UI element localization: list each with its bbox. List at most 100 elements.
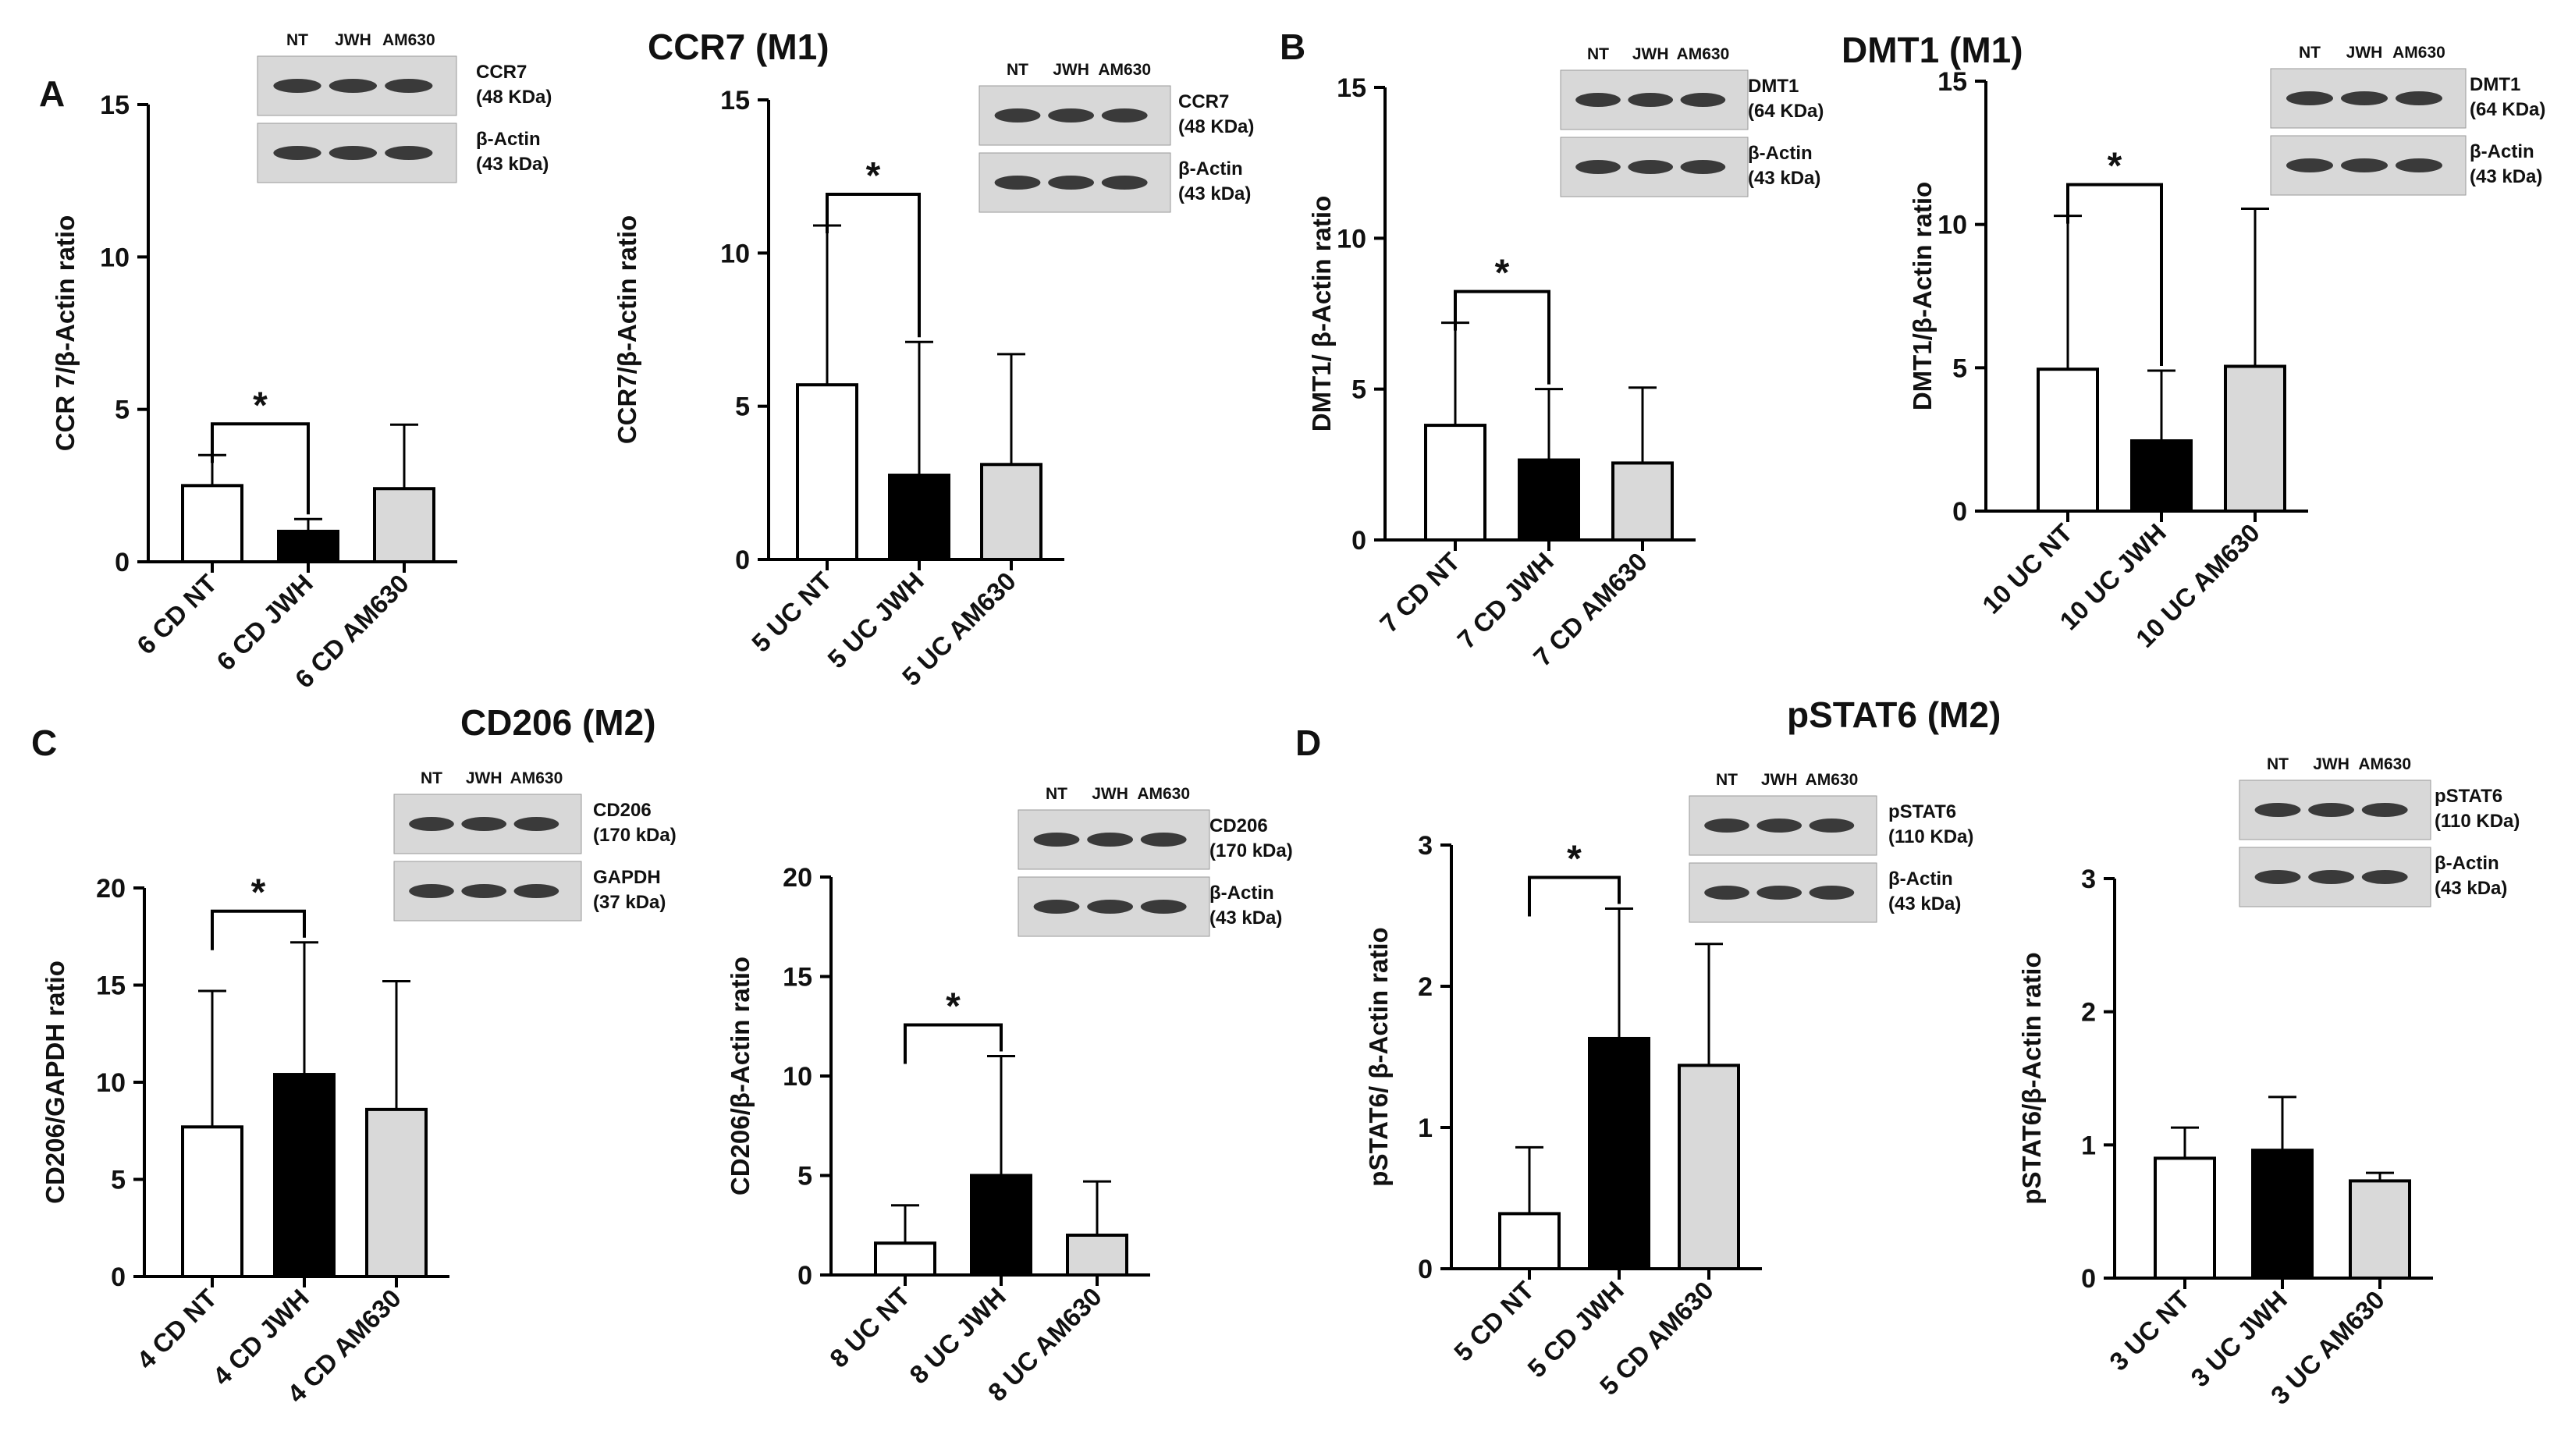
y-axis-label: pSTAT6/β-Actin ratio: [2017, 952, 2046, 1204]
blot-band: [329, 79, 377, 93]
blot-band-size: (37 kDa): [593, 892, 666, 913]
western-blot: NT JWH AM630 DMT1 (64 KDa) β-Actin (43 kDa): [1560, 45, 1824, 197]
blot-band: [461, 817, 506, 831]
blot-lane-label: AM630: [1098, 61, 1151, 79]
blot-band: [2254, 870, 2301, 884]
blot-lane-label: JWH: [2313, 755, 2349, 773]
y-tick-label: 5: [111, 1166, 126, 1195]
blot-band: [385, 146, 433, 160]
panel-title-dmt1: DMT1 (M1): [1842, 30, 2023, 70]
blot-band: [2396, 158, 2442, 172]
blot-lane-label: JWH: [1053, 61, 1089, 79]
blot-band: [409, 884, 454, 898]
y-tick-label: 20: [96, 874, 126, 904]
blot-lane-label: JWH: [1632, 45, 1669, 63]
panel-letter-a: A: [39, 73, 65, 114]
panel-title-cd206: CD206 (M2): [460, 702, 656, 743]
blot-band-size: (43 kDa): [476, 154, 549, 175]
blot-band: [2396, 91, 2442, 105]
western-blot: NT JWH AM630 DMT1 (64 KDa) β-Actin (43 kDa): [2270, 44, 2545, 196]
bar-am630: [2224, 364, 2286, 513]
blot-band-name: β-Actin: [1209, 882, 1274, 904]
blot-band-name: CCR7: [476, 62, 527, 83]
bar-jwh: [2251, 1149, 2314, 1280]
blot-lane-label: NT: [2299, 44, 2321, 62]
blot-band-name: β-Actin: [1178, 158, 1243, 179]
blot-band: [273, 79, 321, 93]
y-tick-label: 10: [783, 1062, 812, 1092]
blot-lane-label: NT: [1046, 785, 1067, 803]
y-tick-label: 1: [1418, 1113, 1433, 1143]
y-axis-label: CD206/β-Actin ratio: [726, 957, 755, 1195]
y-tick-label: 3: [2081, 865, 2096, 894]
blot-band: [1048, 176, 1094, 190]
y-tick-label: 0: [735, 545, 750, 575]
category-label: 10 UC NT: [1977, 518, 2078, 620]
bar-nt: [796, 383, 858, 561]
category-label: 6 CD NT: [131, 569, 222, 660]
y-tick-label: 15: [1937, 67, 1967, 97]
category-label: 3 UC JWH: [2185, 1285, 2293, 1393]
y-tick-label: 10: [96, 1068, 126, 1098]
significance-star: *: [1567, 838, 1582, 879]
blot-lane-label: NT: [1007, 61, 1028, 79]
blot-lane-label: NT: [1587, 45, 1609, 63]
y-axis-label: CCR7/β-Actin ratio: [613, 215, 641, 444]
blot-band: [385, 79, 433, 93]
y-tick-label: 10: [1937, 211, 1967, 240]
category-label: 3 UC NT: [2104, 1285, 2195, 1376]
blot-band-name: GAPDH: [593, 867, 661, 888]
bar-jwh: [1588, 1036, 1650, 1270]
y-tick-label: 2: [2081, 998, 2096, 1028]
blot-band: [2361, 870, 2408, 884]
significance-star: *: [2108, 146, 2122, 187]
panel-title-ccr7: CCR7 (M1): [648, 27, 829, 67]
bar-jwh: [888, 474, 950, 561]
blot-lane-label: AM630: [1806, 771, 1859, 789]
blot-band: [1048, 108, 1094, 123]
y-tick-label: 20: [783, 863, 812, 893]
blot-band: [513, 884, 559, 898]
blot-band-name: β-Actin: [1748, 143, 1813, 164]
blot-band-size: (64 KDa): [2470, 99, 2545, 120]
blot-band-size: (64 KDa): [1748, 101, 1824, 122]
panel-letter-b: B: [1280, 27, 1305, 67]
blot-lane-label: AM630: [2358, 755, 2411, 773]
y-tick-label: 0: [2081, 1264, 2096, 1294]
blot-band: [1680, 160, 1726, 174]
blot-band: [513, 817, 559, 831]
blot-lane-label: AM630: [510, 769, 563, 787]
blot-band: [1033, 900, 1080, 914]
y-tick-label: 2: [1418, 972, 1433, 1002]
blot-band-name: CD206: [593, 800, 652, 821]
y-tick-label: 5: [115, 396, 130, 425]
blot-lane-label: AM630: [2392, 44, 2445, 62]
y-tick-label: 15: [720, 86, 750, 115]
blot-band-name: β-Actin: [2470, 141, 2534, 162]
bar-nt: [1498, 1212, 1561, 1271]
bar-jwh: [1518, 458, 1580, 542]
bar-jwh: [277, 529, 339, 564]
bar-am630: [1678, 1064, 1740, 1270]
bar-nt: [181, 1125, 243, 1279]
y-tick-label: 0: [1952, 497, 1967, 527]
y-tick-label: 5: [1351, 375, 1366, 405]
blot-band-name: DMT1: [2470, 74, 2520, 95]
bar-jwh: [970, 1174, 1032, 1277]
y-axis-label: CCR 7/β-Actin ratio: [51, 215, 80, 452]
blot-band-size: (43 kDa): [1178, 183, 1251, 204]
y-tick-label: 0: [111, 1262, 126, 1292]
blot-lane-label: AM630: [1137, 785, 1190, 803]
blot-band: [1140, 900, 1187, 914]
blot-band-size: (43 kDa): [2470, 166, 2542, 187]
blot-band: [273, 146, 321, 160]
category-label: 5 UC NT: [746, 566, 837, 658]
y-tick-label: 0: [797, 1261, 812, 1291]
blot-band-name: β-Actin: [1888, 868, 1953, 890]
blot-band: [1680, 93, 1726, 107]
